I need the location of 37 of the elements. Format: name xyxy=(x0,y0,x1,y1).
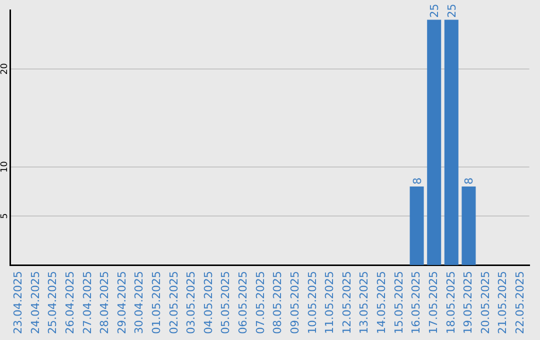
x-tick-label: 25.04.2025 xyxy=(46,271,60,334)
y-tick-label: 5 xyxy=(0,213,10,219)
x-tick-label: 27.04.2025 xyxy=(80,271,94,334)
x-tick-label: 11.05.2025 xyxy=(323,271,336,334)
x-tick-label: 14.05.2025 xyxy=(375,271,388,334)
x-tick-label: 26.04.2025 xyxy=(63,271,76,334)
x-tick-label: 06.05.2025 xyxy=(236,271,250,334)
data-label: 8 xyxy=(462,178,476,185)
x-tick-label: 12.05.2025 xyxy=(340,271,354,334)
x-tick-label: 22.05.2025 xyxy=(514,271,527,334)
x-tick-label: 05.05.2025 xyxy=(219,271,232,334)
x-tick-label: 16.05.2025 xyxy=(410,271,423,334)
x-tick-label: 10.05.2025 xyxy=(306,271,319,334)
x-tick-label: 24.04.2025 xyxy=(28,271,42,334)
data-label: 25 xyxy=(428,4,442,18)
y-tick-label: 10 xyxy=(0,160,10,173)
x-tick-label: 18.05.2025 xyxy=(444,271,458,334)
x-tick-label: 23.04.2025 xyxy=(12,271,25,334)
x-tick-label: 17.05.2025 xyxy=(426,271,440,334)
x-tick-label: 21.05.2025 xyxy=(496,271,510,334)
x-tick-label: 29.04.2025 xyxy=(115,271,128,334)
x-tick-label: 01.05.2025 xyxy=(150,271,163,334)
x-tick-label: 03.05.2025 xyxy=(184,271,198,334)
x-tick-label: 09.05.2025 xyxy=(288,271,302,334)
x-tick-label: 13.05.2025 xyxy=(358,271,371,334)
y-tick-label: 20 xyxy=(0,62,10,75)
x-tick-label: 08.05.2025 xyxy=(271,271,284,334)
x-tick-label: 20.05.2025 xyxy=(478,271,492,334)
x-tick-label: 04.05.2025 xyxy=(202,271,215,334)
x-tick-label: 07.05.2025 xyxy=(254,271,267,334)
x-tick-label: 15.05.2025 xyxy=(392,271,406,334)
x-tick-label: 02.05.2025 xyxy=(167,271,180,334)
x-tick-label: 19.05.2025 xyxy=(462,271,475,334)
data-label: 8 xyxy=(410,178,424,185)
x-tick-label: 30.04.2025 xyxy=(132,271,146,334)
data-label: 25 xyxy=(445,4,458,18)
x-tick-label: 28.04.2025 xyxy=(98,271,112,334)
